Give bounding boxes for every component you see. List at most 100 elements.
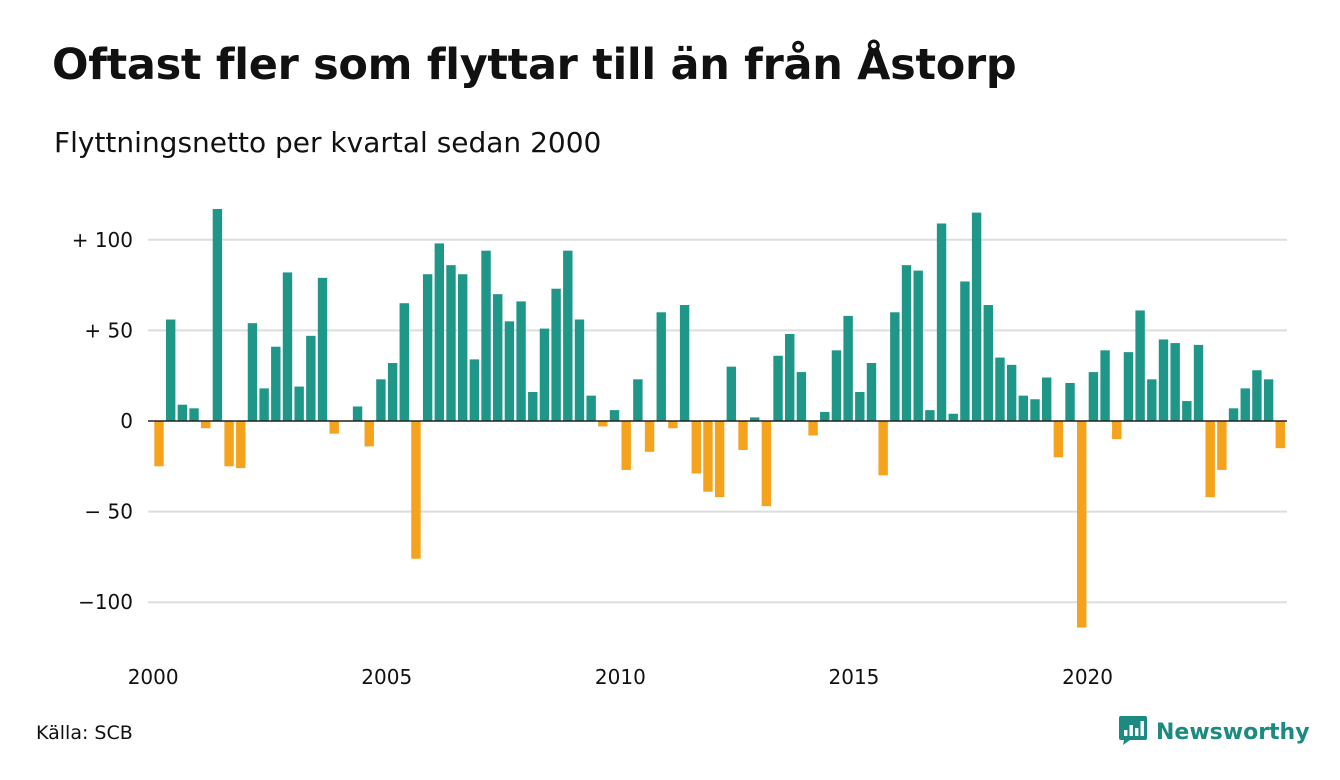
bar-positive [796,372,807,421]
x-tick-label: 2005 [361,665,412,689]
bar-negative [224,421,234,467]
bar-positive [574,319,585,421]
bar-positive [282,272,293,421]
bar-positive [913,270,923,421]
y-tick-label: 0 [120,409,133,433]
bar-positive [376,379,386,421]
bars [154,209,1285,628]
bar-negative [201,421,211,429]
bar-negative [236,421,246,469]
bar-positive [352,406,363,421]
bar-positive [446,265,456,421]
bar-negative [1275,421,1285,449]
y-tick-label: + 50 [84,318,133,342]
bar-positive [422,274,433,421]
bar-positive [785,334,795,421]
bar-positive [1030,399,1040,421]
bar-positive [294,386,304,421]
bar-positive [726,366,737,421]
bar-positive [679,305,690,421]
bar-positive [434,243,445,421]
bar-positive [259,388,269,421]
chart-subtitle: Flyttningsnetto per kvartal sedan 2000 [54,126,602,159]
bar-positive [983,305,993,421]
bar-positive [189,408,199,421]
brand-logo: Newsworthy [1118,714,1310,750]
bar-positive [493,294,503,421]
bar-positive [165,319,176,421]
bar-negative [411,421,421,559]
bar-negative [738,421,748,450]
bar-positive [960,281,970,421]
bar-positive [609,410,620,421]
bar-positive [1263,379,1274,421]
bar-positive [1158,339,1169,421]
bar-positive [457,274,468,421]
bar-positive [936,223,947,421]
bar-positive [1135,310,1145,421]
bar-negative [761,421,772,507]
bar-positive [1228,408,1239,421]
bar-positive [855,392,865,421]
bar-positive [1100,350,1110,421]
x-tick-label: 2015 [829,665,880,689]
bar-positive [925,410,935,421]
bar-positive [1088,372,1099,421]
bar-positive [271,346,281,421]
bar-positive [866,363,877,421]
bar-negative [1112,421,1122,440]
bar-positive [843,315,853,421]
bar-positive [971,212,982,421]
bar-negative [621,421,631,470]
bar-negative [1205,421,1215,498]
bar-positive [516,301,526,421]
bar-negative [714,421,725,498]
x-axis-ticks: 2000 2005 2010 2015 2020 [128,665,1113,689]
bar-negative [808,421,818,436]
y-axis-ticks: + 100 + 50 0 − 50 −100 [72,228,133,614]
bar-positive [387,363,398,421]
bar-negative [329,421,339,434]
bar-positive [1006,364,1017,421]
y-tick-label: −100 [78,590,133,614]
bar-positive [1240,388,1250,421]
bar-negative [691,421,701,474]
bar-positive [551,288,561,421]
bar-positive [1182,401,1192,421]
bar-negative [703,421,713,492]
bar-positive [948,413,958,421]
bar-negative [644,421,655,452]
bar-negative [668,421,678,429]
bar-positive [890,312,900,421]
bar-positive [749,417,760,421]
bar-positive [528,392,538,421]
bar-positive [586,395,596,421]
bar-positive [1065,382,1075,421]
bar-positive [773,355,783,421]
grid-lines [148,238,1287,604]
x-tick-label: 2000 [128,665,179,689]
x-tick-label: 2010 [595,665,646,689]
bar-positive [481,250,491,421]
bar-positive [399,303,409,421]
newsworthy-logo-icon [1118,714,1148,750]
chart-title: Oftast fler som flyttar till än från Åst… [52,40,1017,90]
bar-positive [1170,343,1180,421]
y-tick-label: − 50 [84,500,133,524]
bar-positive [995,357,1005,421]
bar-positive [247,323,258,421]
bar-positive [563,250,573,421]
bar-positive [1147,379,1157,421]
bar-positive [831,350,842,421]
bar-positive [901,265,912,421]
bar-negative [364,421,374,447]
bar-positive [1123,352,1134,421]
bar-positive [504,321,515,421]
bar-positive [539,328,550,421]
x-tick-label: 2020 [1062,665,1113,689]
bar-positive [633,379,643,421]
bar-positive [1252,370,1262,421]
bar-negative [878,421,888,476]
bar-negative [154,421,164,467]
bar-negative [1077,421,1087,628]
